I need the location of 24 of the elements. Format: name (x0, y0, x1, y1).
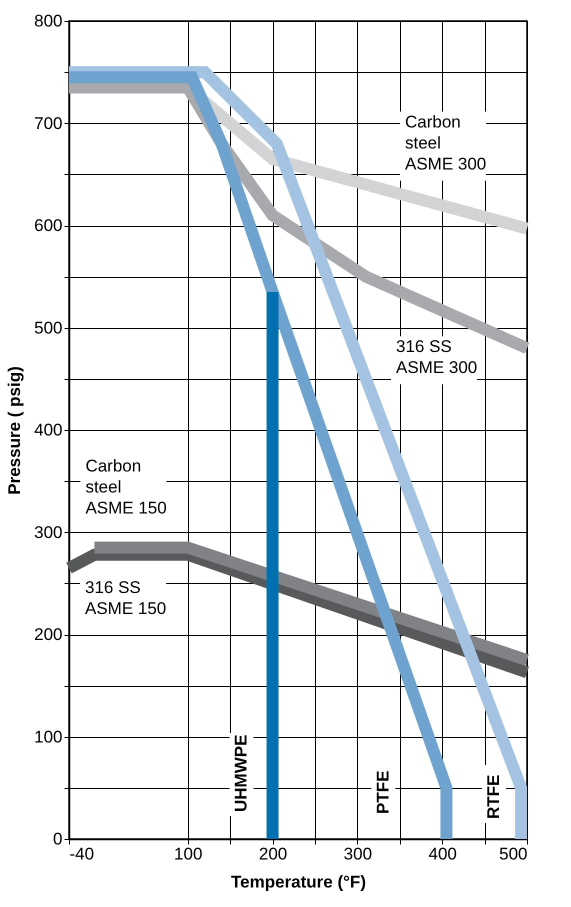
series-label: Carbon steel ASME 150 (85, 456, 167, 518)
text: RTFE (484, 774, 504, 819)
y-tick-label: 600 (34, 216, 62, 235)
y-tick-label: 800 (34, 12, 62, 30)
y-tick-label: 300 (34, 522, 62, 542)
x-axis-title: Temperature (°F) (231, 872, 366, 892)
series-label: 316 SS ASME 300 (396, 337, 478, 378)
x-tick-label: 200 (258, 844, 288, 864)
y-tick-label: 100 (34, 727, 62, 746)
text: PTFE (373, 770, 392, 814)
x-tick-label: 400 (428, 844, 457, 864)
y-tick-label: 400 (34, 420, 62, 440)
series-label: 316 SS ASME 150 (85, 578, 166, 618)
x-tick-label: -40 (70, 844, 94, 864)
x-tick-label: 300 (344, 844, 372, 864)
y-tick-label: 700 (34, 114, 62, 133)
x-tick-label: 100 (174, 844, 202, 864)
y-tick-label: 500 (34, 318, 62, 338)
series-label: Carbon steel ASME 300 (405, 112, 486, 174)
y-tick-label: 0 (53, 830, 62, 848)
text: UHMWPE (232, 734, 251, 812)
y-tick-label: 200 (34, 625, 62, 644)
x-tick-label: 500 (499, 844, 528, 864)
y-axis-title: Pressure ( psig) (5, 366, 24, 495)
